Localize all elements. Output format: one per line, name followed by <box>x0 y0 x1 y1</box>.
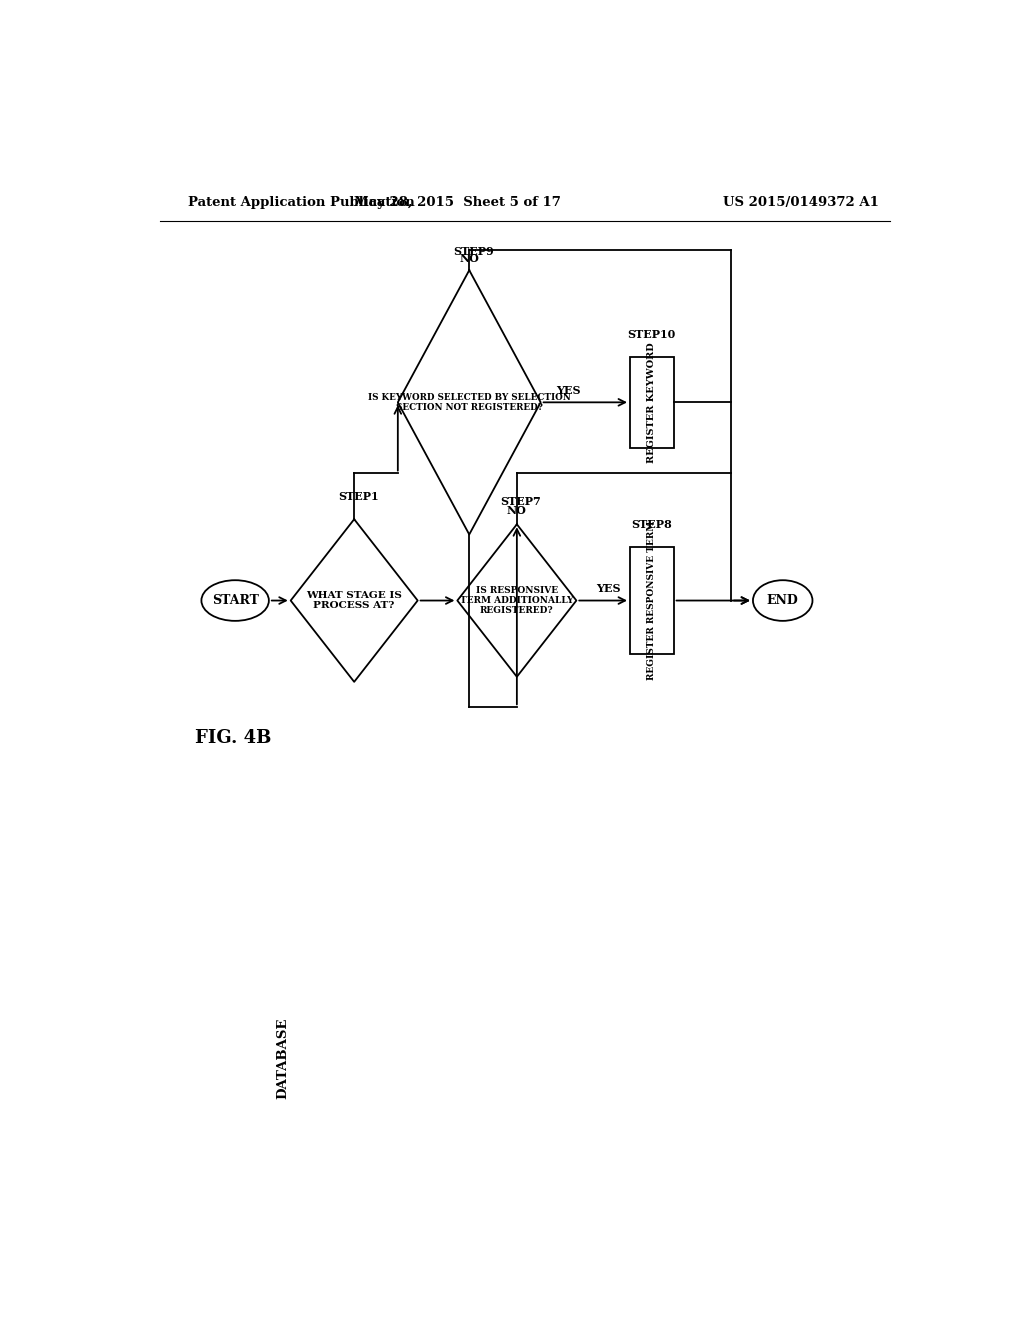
Text: STEP9: STEP9 <box>453 247 494 257</box>
Text: REGISTER KEYWORD: REGISTER KEYWORD <box>647 342 656 462</box>
Bar <box>630 356 674 447</box>
Text: STEP10: STEP10 <box>628 329 676 339</box>
Text: DATABASE: DATABASE <box>276 1018 289 1098</box>
Text: STEP7: STEP7 <box>501 496 542 507</box>
Text: NO: NO <box>460 252 479 264</box>
Text: WHAT STAGE IS
PROCESS AT?: WHAT STAGE IS PROCESS AT? <box>306 591 402 610</box>
Text: STEP1: STEP1 <box>338 491 379 503</box>
Text: YES: YES <box>596 583 621 594</box>
Text: May 28, 2015  Sheet 5 of 17: May 28, 2015 Sheet 5 of 17 <box>354 195 561 209</box>
Text: IS RESPONSIVE
TERM ADDITIONALLY
REGISTERED?: IS RESPONSIVE TERM ADDITIONALLY REGISTER… <box>460 586 573 615</box>
Text: END: END <box>767 594 799 607</box>
Text: US 2015/0149372 A1: US 2015/0149372 A1 <box>723 195 879 209</box>
Text: STEP8: STEP8 <box>632 519 672 531</box>
Text: IS KEYWORD SELECTED BY SELECTION
SECTION NOT REGISTERED?: IS KEYWORD SELECTED BY SELECTION SECTION… <box>368 392 570 412</box>
Text: START: START <box>212 594 259 607</box>
Text: REGISTER RESPONSIVE TERM: REGISTER RESPONSIVE TERM <box>647 521 656 680</box>
Text: YES: YES <box>556 384 581 396</box>
Text: FIG. 4B: FIG. 4B <box>196 729 271 747</box>
Text: Patent Application Publication: Patent Application Publication <box>187 195 415 209</box>
Text: NO: NO <box>507 504 526 516</box>
Bar <box>630 548 674 653</box>
